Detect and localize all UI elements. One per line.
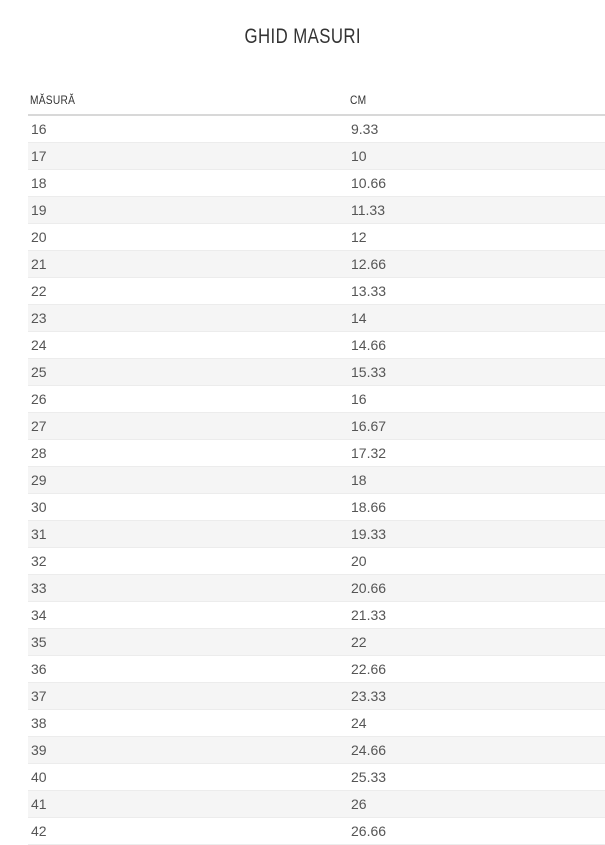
size-cell: 42 <box>28 817 348 845</box>
size-guide-table: MĂSURĂ CM 16 9.33 17 10 18 10.66 19 11.3… <box>28 93 605 845</box>
table-row: 17 10 <box>28 142 605 170</box>
table-row: 31 19.33 <box>28 520 605 548</box>
size-cell: 41 <box>28 790 348 818</box>
table-row: 41 26 <box>28 790 605 818</box>
table-row: 25 15.33 <box>28 358 605 386</box>
table-row: 36 22.66 <box>28 655 605 683</box>
table-row: 26 16 <box>28 385 605 413</box>
cm-cell: 16.67 <box>348 412 605 440</box>
size-cell: 31 <box>28 520 348 548</box>
cm-cell: 16 <box>348 385 605 413</box>
table-row: 33 20.66 <box>28 574 605 602</box>
table-row: 39 24.66 <box>28 736 605 764</box>
size-cell: 27 <box>28 412 348 440</box>
table-row: 20 12 <box>28 223 605 251</box>
size-cell: 28 <box>28 439 348 467</box>
size-cell: 21 <box>28 250 348 278</box>
size-cell: 33 <box>28 574 348 602</box>
size-cell: 34 <box>28 601 348 629</box>
table-row: 29 18 <box>28 466 605 494</box>
size-cell: 20 <box>28 223 348 251</box>
cm-cell: 10.66 <box>348 169 605 197</box>
size-cell: 25 <box>28 358 348 386</box>
size-cell: 17 <box>28 142 348 170</box>
cm-cell: 12.66 <box>348 250 605 278</box>
size-cell: 40 <box>28 763 348 791</box>
cm-cell: 22 <box>348 628 605 656</box>
column-header-cm-label: CM <box>350 93 367 107</box>
table-header-row: MĂSURĂ CM <box>28 93 605 116</box>
cm-cell: 10 <box>348 142 605 170</box>
table-row: 27 16.67 <box>28 412 605 440</box>
size-cell: 38 <box>28 709 348 737</box>
cm-cell: 26.66 <box>348 817 605 845</box>
cm-cell: 21.33 <box>348 601 605 629</box>
cm-cell: 12 <box>348 223 605 251</box>
size-cell: 26 <box>28 385 348 413</box>
table-row: 30 18.66 <box>28 493 605 521</box>
cm-cell: 23.33 <box>348 682 605 710</box>
cm-cell: 26 <box>348 790 605 818</box>
column-header-size: MĂSURĂ <box>28 93 348 116</box>
size-cell: 29 <box>28 466 348 494</box>
table-row: 42 26.66 <box>28 817 605 845</box>
table-row: 23 14 <box>28 304 605 332</box>
table-row: 32 20 <box>28 547 605 575</box>
size-cell: 37 <box>28 682 348 710</box>
cm-cell: 18 <box>348 466 605 494</box>
page-header: GHID MASURI <box>0 0 605 49</box>
cm-cell: 24 <box>348 709 605 737</box>
column-header-cm: CM <box>348 93 605 116</box>
cm-cell: 14.66 <box>348 331 605 359</box>
size-cell: 35 <box>28 628 348 656</box>
cm-cell: 20 <box>348 547 605 575</box>
size-cell: 32 <box>28 547 348 575</box>
cm-cell: 13.33 <box>348 277 605 305</box>
cm-cell: 18.66 <box>348 493 605 521</box>
table-row: 35 22 <box>28 628 605 656</box>
cm-cell: 20.66 <box>348 574 605 602</box>
page-title: GHID MASURI <box>244 25 361 48</box>
size-cell: 30 <box>28 493 348 521</box>
table-row: 37 23.33 <box>28 682 605 710</box>
cm-cell: 22.66 <box>348 655 605 683</box>
table-row: 38 24 <box>28 709 605 737</box>
table-row: 40 25.33 <box>28 763 605 791</box>
table-row: 24 14.66 <box>28 331 605 359</box>
cm-cell: 11.33 <box>348 196 605 224</box>
table-row: 16 9.33 <box>28 115 605 143</box>
cm-cell: 17.32 <box>348 439 605 467</box>
size-cell: 22 <box>28 277 348 305</box>
cm-cell: 25.33 <box>348 763 605 791</box>
size-cell: 23 <box>28 304 348 332</box>
cm-cell: 9.33 <box>348 115 605 143</box>
table-row: 34 21.33 <box>28 601 605 629</box>
size-cell: 18 <box>28 169 348 197</box>
size-table-body: 16 9.33 17 10 18 10.66 19 11.33 20 12 21… <box>28 115 605 845</box>
table-row: 18 10.66 <box>28 169 605 197</box>
cm-cell: 15.33 <box>348 358 605 386</box>
table-row: 22 13.33 <box>28 277 605 305</box>
size-cell: 39 <box>28 736 348 764</box>
size-cell: 19 <box>28 196 348 224</box>
table-row: 28 17.32 <box>28 439 605 467</box>
size-cell: 24 <box>28 331 348 359</box>
table-row: 21 12.66 <box>28 250 605 278</box>
size-cell: 36 <box>28 655 348 683</box>
cm-cell: 19.33 <box>348 520 605 548</box>
cm-cell: 14 <box>348 304 605 332</box>
cm-cell: 24.66 <box>348 736 605 764</box>
column-header-size-label: MĂSURĂ <box>30 93 76 107</box>
size-cell: 16 <box>28 115 348 143</box>
table-row: 19 11.33 <box>28 196 605 224</box>
